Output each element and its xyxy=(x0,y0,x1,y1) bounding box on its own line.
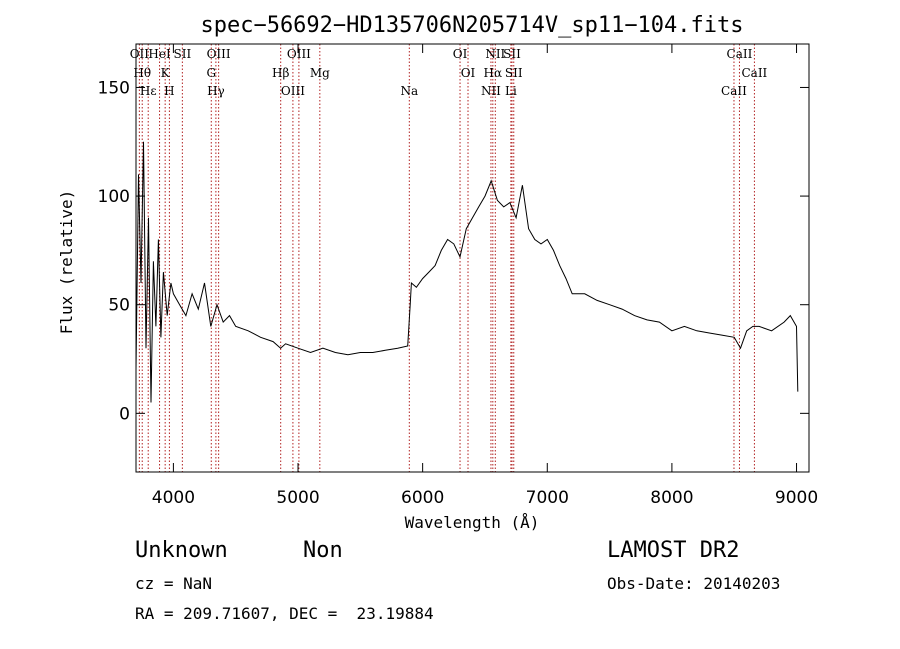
line-marker-label: Hβ xyxy=(272,66,289,80)
x-tick-label: 9000 xyxy=(775,488,818,508)
line-marker-label: Hγ xyxy=(207,84,225,98)
x-tick-label: 4000 xyxy=(152,488,195,508)
obs-date: Obs-Date: 20140203 xyxy=(607,574,781,593)
line-marker-label: CaII xyxy=(721,84,747,98)
line-marker-label: Li xyxy=(505,84,517,98)
line-marker-label: K xyxy=(161,66,171,80)
line-marker-label: G xyxy=(206,66,216,80)
spectrum-line xyxy=(135,141,799,403)
line-marker-labels: OII Hθ Hε HeI KH SII G Hγ OIII Hβ OIII OIII Mg Na OI OI… xyxy=(130,47,768,98)
y-tick-label: 150 xyxy=(98,78,130,98)
line-marker-label: OIII xyxy=(281,84,305,98)
survey-label: LAMOST DR2 xyxy=(607,538,740,563)
object-subclass: Non xyxy=(303,538,343,563)
line-marker-label: SII xyxy=(174,47,192,61)
object-class: Unknown xyxy=(135,538,228,563)
line-marker-label: SII xyxy=(505,66,523,80)
x-tick-label: 6000 xyxy=(401,488,444,508)
x-axis-label: Wavelength (Å) xyxy=(405,513,540,532)
line-markers xyxy=(138,44,755,472)
y-tick-label: 100 xyxy=(98,187,130,207)
line-marker-label: Mg xyxy=(310,66,330,80)
x-axis-ticks: 4000 5000 6000 7000 8000 9000 xyxy=(152,44,818,508)
line-marker-label: OIII xyxy=(207,47,231,61)
y-axis-label: Flux (relative) xyxy=(57,190,76,335)
line-marker-label: SII xyxy=(503,47,521,61)
x-tick-label: 8000 xyxy=(650,488,693,508)
plot-frame xyxy=(135,43,810,473)
line-marker-label: NII xyxy=(481,84,501,98)
line-marker-label: HeI xyxy=(148,47,171,61)
coordinates: RA = 209.71607, DEC = 23.19884 xyxy=(135,604,434,623)
line-marker-label: Hα xyxy=(484,66,503,80)
y-tick-label: 0 xyxy=(119,404,130,424)
x-tick-label: 5000 xyxy=(276,488,319,508)
line-marker-label: H xyxy=(164,84,174,98)
line-marker-label: CaII xyxy=(741,66,767,80)
spectrum-chart: spec−56692−HD135706N205714V_sp11−104.fit… xyxy=(57,13,818,532)
chart-title: spec−56692−HD135706N205714V_sp11−104.fit… xyxy=(200,13,743,38)
y-axis-ticks: 0 50 100 150 xyxy=(98,78,809,424)
x-tick-label: 7000 xyxy=(526,488,569,508)
line-marker-label: NII xyxy=(485,47,505,61)
redshift-value: cz = NaN xyxy=(135,574,213,593)
line-marker-label: OIII xyxy=(287,47,311,61)
line-marker-label: OI xyxy=(453,47,468,61)
line-marker-label: Na xyxy=(400,84,418,98)
line-marker-label: OII xyxy=(130,47,150,61)
line-marker-label: Hε xyxy=(140,84,157,98)
line-marker-label: OI xyxy=(461,66,476,80)
y-tick-label: 50 xyxy=(108,296,130,316)
line-marker-label: Hθ xyxy=(133,66,151,80)
line-marker-label: CaII xyxy=(727,47,753,61)
